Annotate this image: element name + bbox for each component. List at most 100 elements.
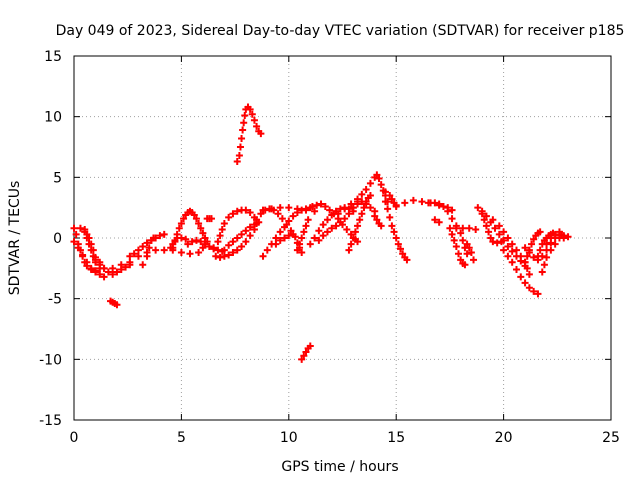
data-point (212, 252, 220, 260)
data-point (375, 175, 383, 183)
data-point (233, 246, 241, 254)
data-point (523, 264, 531, 272)
data-point (91, 256, 99, 264)
y-tick-label: 15 (44, 49, 62, 65)
data-point (500, 246, 508, 254)
data-point (199, 244, 207, 252)
data-point (450, 236, 458, 244)
data-point (534, 290, 542, 298)
data-point (523, 252, 531, 260)
data-point (399, 250, 407, 258)
data-point (76, 224, 84, 232)
data-point (341, 215, 349, 223)
data-point (356, 216, 364, 224)
data-point (528, 240, 536, 248)
series-arc-06 (107, 297, 121, 309)
x-tick-label: 20 (495, 430, 513, 446)
data-point (500, 228, 508, 236)
data-point (250, 116, 258, 124)
data-point (242, 206, 250, 214)
data-point (214, 246, 222, 254)
data-point (296, 240, 304, 248)
data-point (452, 242, 460, 250)
data-point (302, 206, 310, 214)
data-point (126, 252, 134, 260)
data-point (241, 111, 249, 119)
data-point (409, 196, 417, 204)
x-tick-label: 5 (177, 430, 186, 446)
data-point (130, 250, 138, 258)
series-arc-20 (272, 230, 297, 248)
data-point (195, 249, 203, 257)
data-point (160, 246, 168, 254)
data-point (253, 216, 261, 224)
data-point (313, 201, 321, 209)
data-point (87, 264, 95, 272)
series-arc-13 (203, 215, 215, 223)
data-point (439, 202, 447, 210)
data-marks (70, 103, 572, 363)
data-point (171, 238, 179, 246)
series-arc-02 (70, 238, 99, 275)
data-point (182, 235, 190, 243)
data-point (192, 215, 200, 223)
data-point (480, 216, 488, 224)
data-point (306, 240, 314, 248)
series-arc-21 (293, 216, 312, 254)
data-point (139, 261, 147, 269)
tick-marks (73, 55, 612, 421)
data-point (225, 213, 233, 221)
data-point (276, 204, 284, 212)
data-point (424, 199, 432, 207)
data-point (547, 246, 555, 254)
data-point (109, 264, 117, 272)
data-point (100, 264, 108, 272)
data-point (392, 201, 400, 209)
series-arc-40 (489, 216, 533, 278)
data-point (388, 195, 396, 203)
data-point (289, 230, 297, 238)
y-axis-label: SDTVAR / TECUs (7, 181, 23, 296)
data-point (448, 206, 456, 214)
data-point (257, 210, 265, 218)
data-point (362, 185, 370, 193)
data-point (134, 252, 142, 260)
data-point (435, 218, 443, 226)
data-point (470, 256, 478, 264)
data-point (149, 234, 157, 242)
data-point (334, 210, 342, 218)
series-arc-39 (478, 210, 505, 247)
tick-labels: 0 5 10 15 20 25 -15 -10 -5 0 5 10 15 (39, 49, 620, 446)
data-point (308, 202, 316, 210)
series-arc-07 (109, 244, 207, 272)
data-point (489, 216, 497, 224)
data-point (276, 236, 284, 244)
series-arc-36 (463, 240, 478, 264)
y-tick-label: -5 (48, 292, 62, 308)
data-point (242, 227, 250, 235)
data-point (89, 246, 97, 254)
data-point (233, 158, 241, 166)
data-point (323, 216, 331, 224)
data-point (349, 234, 357, 242)
data-point (85, 234, 93, 242)
y-tick-label: -15 (39, 413, 62, 429)
data-point (358, 198, 366, 206)
data-point (220, 252, 228, 260)
data-point (366, 179, 374, 187)
data-point (377, 222, 385, 230)
data-point (489, 238, 497, 246)
data-point (551, 240, 559, 248)
data-point (96, 261, 104, 269)
data-point (482, 222, 490, 230)
series-arc-01 (70, 224, 108, 281)
data-point (145, 244, 153, 252)
data-point (521, 244, 529, 252)
data-point (463, 250, 471, 258)
data-point (491, 224, 499, 232)
series-arc-34 (431, 216, 443, 226)
data-point (418, 198, 426, 206)
data-point (225, 251, 233, 259)
data-point (354, 222, 362, 230)
data-point (156, 232, 164, 240)
